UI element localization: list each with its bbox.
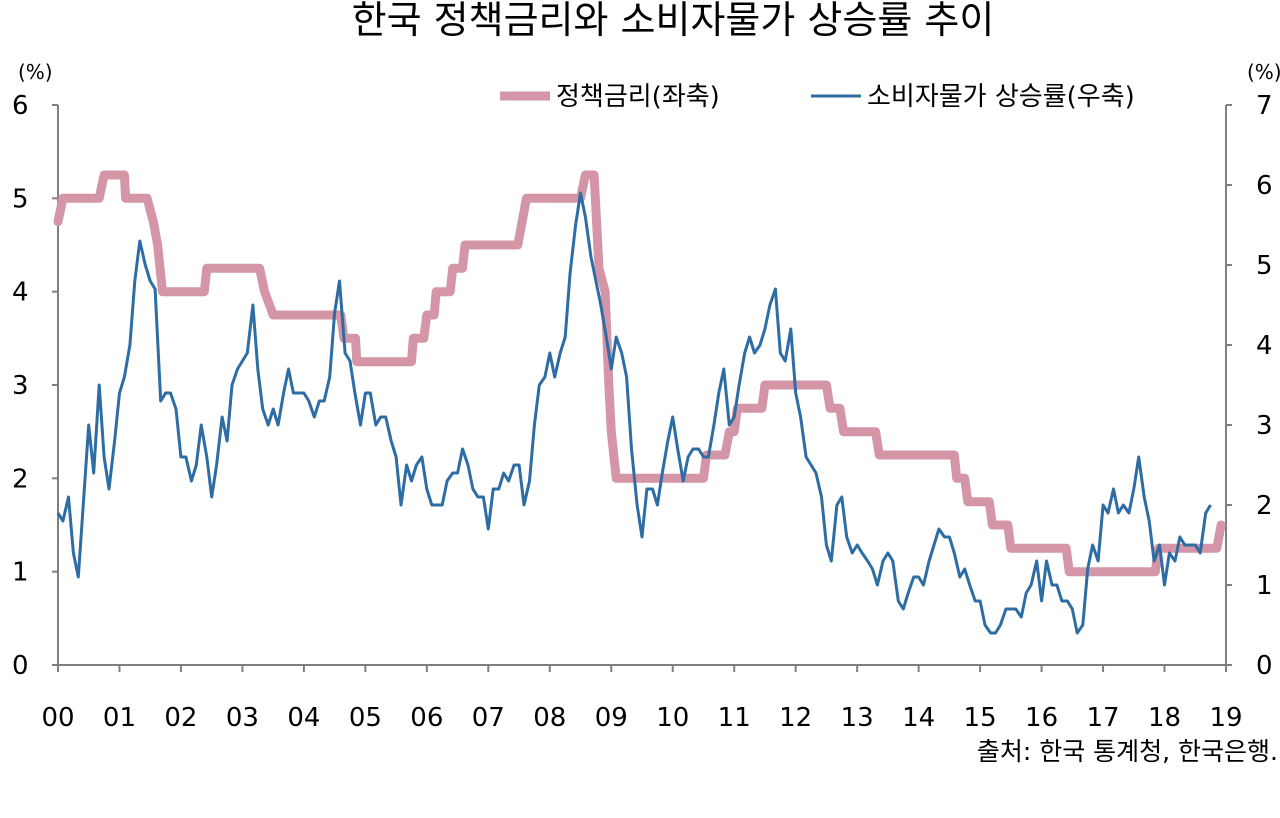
left-axis-tick-label: 1 (12, 558, 29, 588)
left-axis-unit: (%) (18, 60, 53, 84)
series-line-cpi (56, 191, 1212, 635)
right-axis-tick-label: 1 (1256, 571, 1273, 601)
legend: 정책금리(좌축) 소비자물가 상승률(우축) (500, 82, 1135, 112)
source-note: 출처: 한국 통계청, 한국은행. (977, 737, 1278, 766)
x-axis-tick-label: 06 (410, 703, 443, 733)
x-axis-tick-label: 12 (779, 703, 812, 733)
right-axis-tick-label: 5 (1256, 251, 1273, 281)
left-axis-tick-label: 2 (12, 464, 29, 494)
legend-label-policy-rate: 정책금리(좌축) (556, 82, 720, 112)
x-axis-tick-label: 11 (718, 703, 751, 733)
x-axis-tick-label: 14 (902, 703, 935, 733)
x-axis-tick-label: 08 (533, 703, 566, 733)
right-axis-tick-label: 6 (1256, 171, 1273, 201)
x-axis-tick-label: 01 (103, 703, 136, 733)
x-axis-tick-label: 19 (1209, 703, 1242, 733)
x-axis-tick-label: 02 (164, 703, 197, 733)
right-axis-unit: (%) (1247, 60, 1280, 84)
right-axis-tick-label: 4 (1256, 331, 1273, 361)
x-axis-tick-label: 04 (287, 703, 320, 733)
x-axis-tick-label: 00 (41, 703, 74, 733)
left-axis-tick-label: 6 (12, 91, 29, 121)
right-axis-tick-label: 7 (1256, 91, 1273, 121)
left-axis-tick-label: 0 (12, 651, 29, 681)
x-axis-tick-label: 09 (595, 703, 628, 733)
right-axis-tick-label: 0 (1256, 651, 1273, 681)
x-axis-tick-label: 10 (656, 703, 689, 733)
legend-label-cpi: 소비자물가 상승률(우축) (867, 82, 1135, 112)
chart-title: 한국 정책금리와 소비자물가 상승률 추이 (352, 0, 995, 42)
left-axis-tick-label: 3 (12, 371, 29, 401)
x-axis-tick-label: 07 (472, 703, 505, 733)
x-axis-tick-label: 03 (226, 703, 259, 733)
right-axis-tick-label: 3 (1256, 411, 1273, 441)
series-line-policy-rate (53, 170, 1226, 577)
x-axis-tick-label: 18 (1148, 703, 1181, 733)
x-axis-tick-label: 17 (1087, 703, 1120, 733)
right-axis-tick-label: 2 (1256, 491, 1273, 521)
x-axis-tick-label: 13 (841, 703, 874, 733)
x-axis-tick-label: 16 (1025, 703, 1058, 733)
x-axis-tick-label: 15 (964, 703, 997, 733)
left-axis-tick-label: 4 (12, 278, 29, 308)
x-axis-tick-label: 05 (349, 703, 382, 733)
left-axis-tick-label: 5 (12, 184, 29, 214)
